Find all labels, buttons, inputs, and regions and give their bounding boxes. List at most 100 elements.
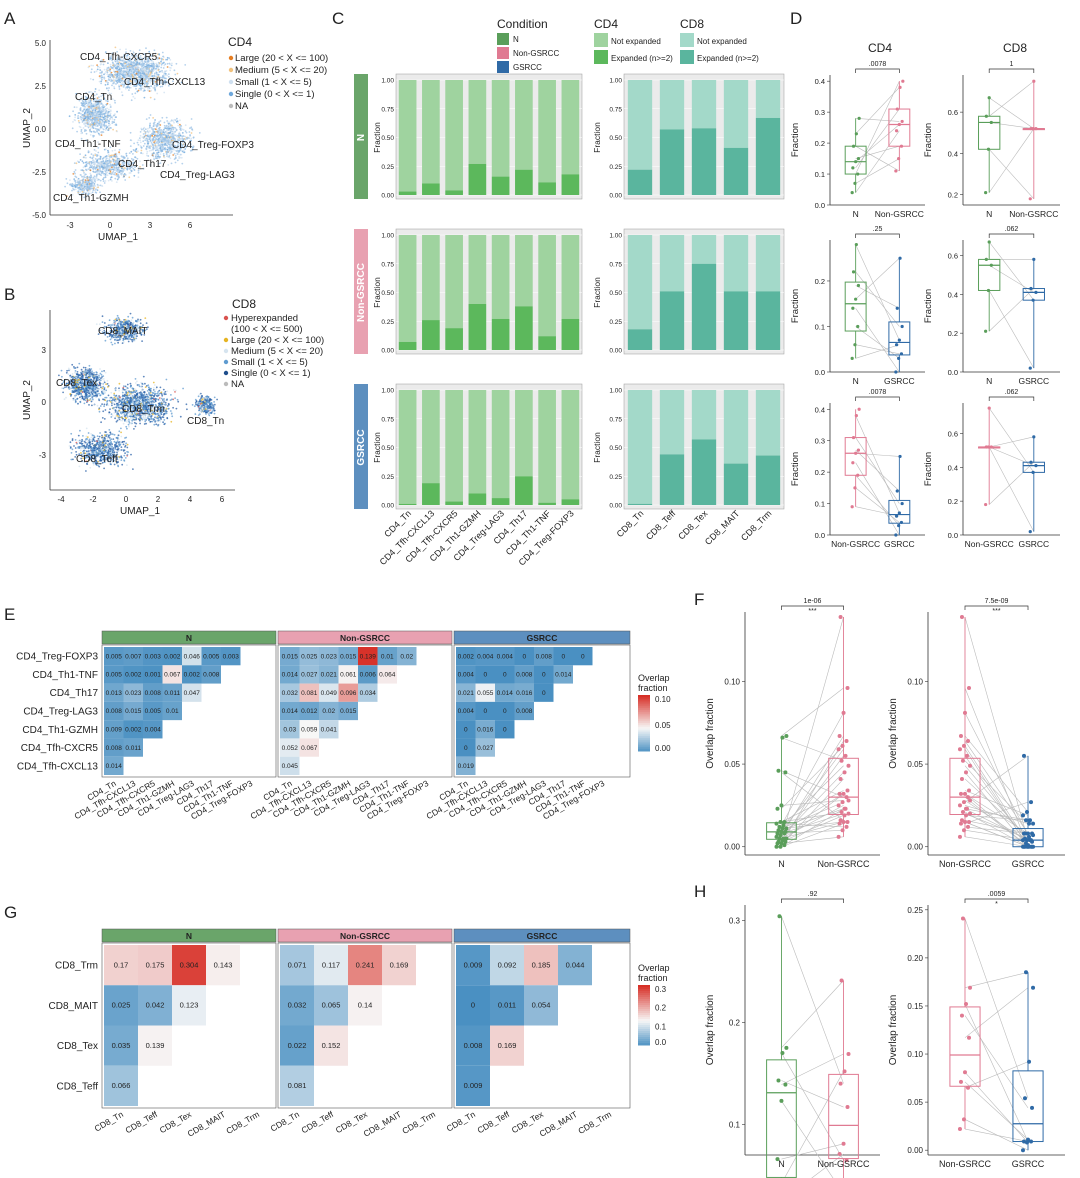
umap-point: [102, 106, 105, 109]
umap-point: [97, 109, 99, 112]
umap-point: [99, 384, 102, 387]
umap-point: [161, 134, 163, 136]
umap-point: [106, 379, 109, 382]
umap-point: [73, 180, 76, 182]
umap-point: [169, 136, 172, 139]
umap-point: [104, 339, 107, 342]
umap-point: [74, 181, 77, 184]
umap-point: [98, 169, 101, 171]
umap-point: [94, 176, 97, 178]
umap-point: [147, 142, 149, 145]
umap-point: [141, 152, 144, 155]
umap-point: [80, 188, 82, 191]
umap-point: [150, 62, 153, 65]
umap-point: [148, 136, 151, 139]
umap-point: [89, 129, 91, 132]
umap-point: [184, 124, 187, 127]
umap-point: [172, 128, 175, 131]
umap-point: [81, 189, 84, 192]
umap-point: [73, 389, 76, 392]
umap-point: [71, 185, 74, 188]
umap-point: [117, 62, 120, 65]
umap-point: [93, 71, 96, 73]
umap-point: [98, 163, 101, 166]
umap-point: [104, 176, 107, 179]
umap-point: [94, 189, 96, 192]
umap-point: [87, 108, 89, 111]
umap-point: [77, 178, 80, 181]
umap-point: [157, 69, 160, 71]
umap-point: [154, 54, 157, 57]
umap-point: [99, 179, 102, 182]
umap-a-points: [64, 46, 201, 199]
umap-point: [117, 174, 120, 177]
umap-point: [122, 174, 125, 176]
umap-point: [166, 138, 169, 141]
umap-point: [143, 62, 146, 65]
cluster-label: CD4_Th17: [118, 159, 167, 170]
umap-point: [72, 399, 75, 402]
umap-point: [129, 139, 132, 142]
umap-point: [158, 126, 161, 129]
umap-point: [102, 378, 105, 380]
umap-point: [177, 122, 179, 124]
umap-point: [108, 319, 111, 322]
umap-point: [109, 178, 112, 181]
umap-point: [114, 171, 117, 174]
umap-point: [107, 113, 109, 116]
umap-point: [108, 172, 111, 175]
umap-point: [95, 373, 98, 376]
umap-point: [109, 63, 112, 66]
umap-point: [99, 115, 102, 118]
umap-point: [135, 67, 138, 69]
umap-point: [118, 176, 120, 179]
umap-point: [69, 374, 72, 377]
umap-point: [118, 88, 121, 90]
umap-point: [156, 66, 159, 69]
umap-point: [170, 64, 173, 67]
umap-point: [112, 82, 114, 85]
umap-point: [131, 316, 134, 319]
umap-point: [152, 125, 155, 128]
umap-point: [94, 154, 97, 157]
umap-point: [96, 153, 98, 156]
umap-point: [122, 63, 125, 65]
umap-point: [181, 162, 184, 165]
umap-point: [139, 322, 142, 325]
umap-point: [108, 87, 110, 89]
umap-point: [112, 81, 115, 83]
umap-point: [86, 175, 89, 178]
umap-point: [83, 176, 86, 179]
umap-point: [100, 74, 103, 77]
umap-point: [133, 142, 136, 145]
umap-point: [114, 46, 117, 49]
umap-point: [166, 56, 169, 59]
umap-point: [79, 153, 81, 156]
umap-point: [77, 389, 80, 392]
umap-point: [164, 70, 166, 73]
umap-point: [81, 114, 84, 117]
umap-point: [156, 65, 158, 67]
umap-point: [89, 177, 92, 179]
umap-point: [170, 67, 172, 69]
umap-point: [86, 181, 88, 183]
umap-point: [115, 66, 118, 68]
umap-point: [80, 398, 82, 401]
umap-point: [97, 158, 100, 160]
umap-point: [87, 121, 90, 123]
umap-point: [167, 73, 170, 75]
umap-point: [173, 69, 176, 72]
umap-point: [157, 143, 160, 146]
umap-point: [135, 320, 137, 323]
umap-point: [98, 66, 101, 69]
umap-point: [177, 151, 180, 154]
umap-point: [190, 132, 193, 134]
umap-point: [118, 77, 121, 79]
umap-point: [91, 404, 93, 407]
umap-point: [142, 145, 145, 147]
umap-point: [173, 121, 175, 124]
umap-point: [128, 152, 131, 155]
umap-point: [123, 59, 126, 62]
umap-point: [108, 122, 110, 125]
umap-point: [146, 150, 149, 153]
